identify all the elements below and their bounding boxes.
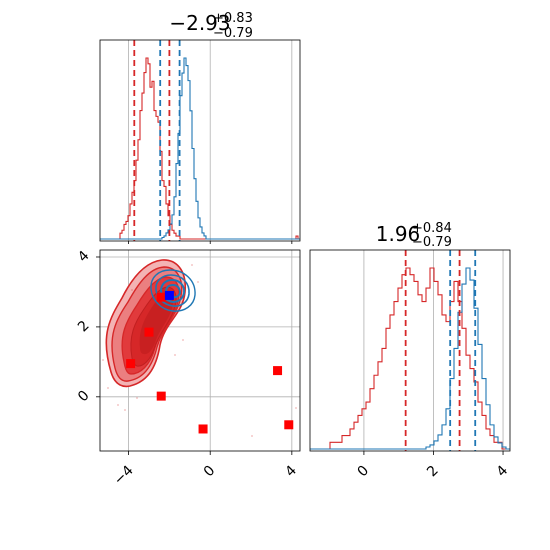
quantile-lines bbox=[404, 250, 477, 451]
red-marker bbox=[156, 292, 166, 302]
histograms bbox=[100, 57, 300, 240]
blue-marker bbox=[164, 290, 174, 300]
axes-frame bbox=[99, 39, 301, 242]
red-hist-step bbox=[310, 267, 510, 450]
hist-panel-param1: −2.93 +0.83 −0.79 bbox=[99, 11, 301, 244]
red-marker bbox=[144, 327, 154, 337]
title-upper-param2: +0.84 bbox=[412, 221, 452, 236]
blue-hist-step bbox=[310, 267, 510, 450]
title-upper-param1: +0.83 bbox=[213, 11, 253, 26]
quantile-lines bbox=[133, 40, 181, 241]
y-tick-label: 0 bbox=[75, 388, 93, 406]
x-tick-label: 2 bbox=[424, 463, 442, 481]
point-markers bbox=[126, 290, 294, 434]
axis-ticks: 0 2 4 bbox=[355, 451, 512, 481]
grid-lines bbox=[363, 250, 504, 451]
x-tick-label: 4 bbox=[282, 463, 300, 481]
y-tick-label: 4 bbox=[75, 248, 93, 266]
axes-frame bbox=[309, 249, 511, 452]
scatter-panel: −4 0 4 0 2 4 bbox=[75, 248, 301, 489]
red-density-contours bbox=[105, 259, 186, 388]
blue-hist-step bbox=[100, 57, 300, 240]
panel-title-param1: −2.93 bbox=[169, 11, 230, 35]
red-marker bbox=[156, 391, 166, 401]
x-tick-label: 0 bbox=[201, 463, 219, 481]
title-lower-param2: −0.79 bbox=[412, 235, 452, 250]
grid-lines bbox=[128, 40, 293, 244]
histograms bbox=[310, 267, 510, 450]
red-marker bbox=[284, 420, 294, 430]
title-lower-param1: −0.79 bbox=[213, 26, 253, 41]
red-marker bbox=[126, 359, 136, 369]
hist-panel-param2: 1.96 +0.84 −0.79 0 2 4 bbox=[309, 221, 512, 481]
red-marker bbox=[198, 424, 208, 434]
red-hist-step bbox=[100, 57, 300, 240]
axes-frame bbox=[99, 249, 301, 452]
panel-title-param2: 1.96 bbox=[376, 222, 421, 246]
x-tick-label: −4 bbox=[111, 463, 137, 489]
red-marker bbox=[273, 366, 283, 376]
x-tick-label: 0 bbox=[355, 463, 373, 481]
y-tick-label: 2 bbox=[75, 318, 93, 336]
faint-sample-points bbox=[102, 264, 297, 437]
x-tick-label: 4 bbox=[494, 463, 512, 481]
